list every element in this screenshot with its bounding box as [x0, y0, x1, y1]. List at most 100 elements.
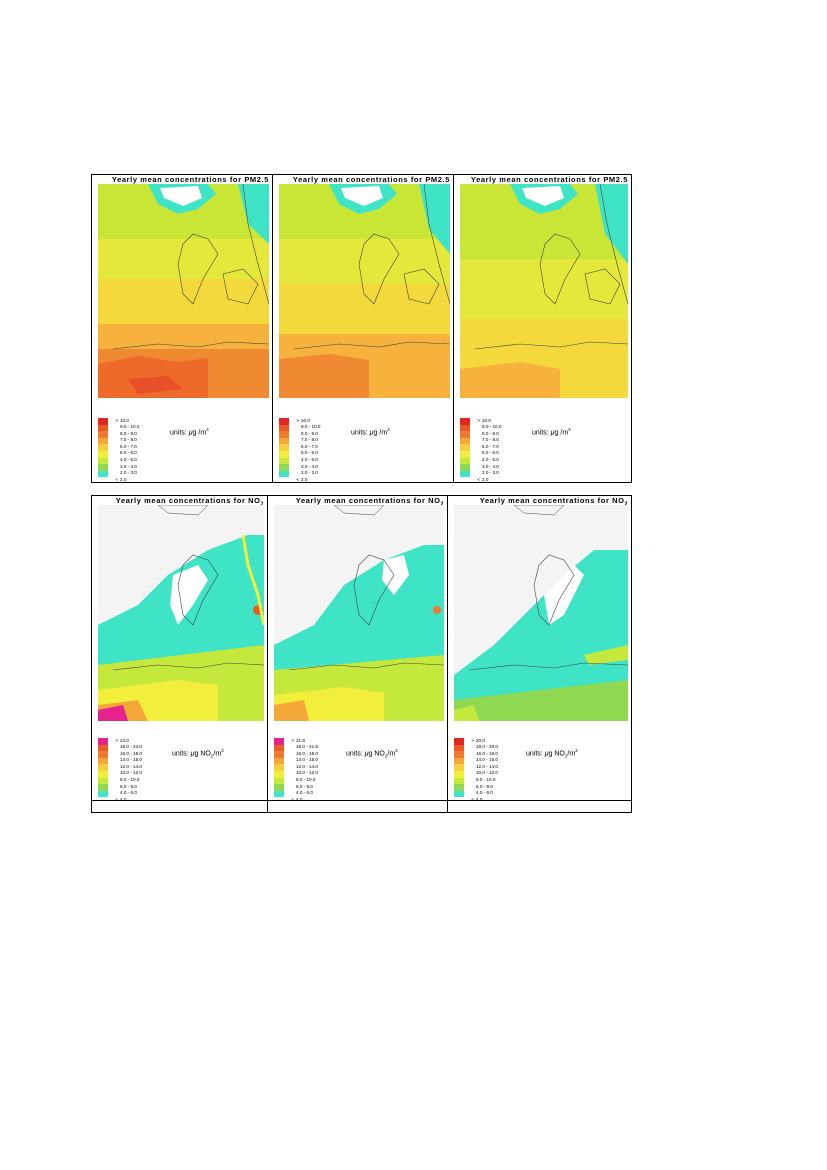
- legend-swatch: [274, 784, 284, 791]
- pm25-panel-1: Yearly mean concentrations for PM2.5: [91, 174, 273, 483]
- legend-label: 8.0 - 10.0: [476, 777, 496, 783]
- legend-swatch: [98, 444, 108, 451]
- legend-label: 2.0 - 3.0: [301, 470, 318, 476]
- legend-swatch: [454, 757, 464, 765]
- legend-swatch: [460, 431, 470, 438]
- units-label: units: μg /m3: [532, 427, 571, 437]
- legend-swatch: [460, 424, 470, 432]
- legend-label: 8.0 - 10.0: [296, 777, 316, 783]
- legend-swatch: [279, 431, 289, 438]
- legend-label: 12.0 - 14.0: [120, 763, 142, 769]
- legend-swatch: [279, 450, 289, 458]
- legend-label: 6.0 - 7.0: [482, 443, 499, 449]
- legend-label: 14.0 - 16.0: [296, 757, 318, 763]
- legend-label: 2.0: [120, 476, 127, 482]
- legend-label: 18.0 - 24.0: [120, 744, 142, 750]
- legend-swatch: [279, 418, 289, 425]
- legend-symbol: >: [477, 417, 480, 423]
- legend-swatch: [460, 470, 470, 478]
- legend-swatch: [98, 450, 108, 458]
- legend-swatch: [98, 744, 108, 752]
- legend-symbol: <: [115, 476, 118, 482]
- legend-swatch: [98, 784, 108, 791]
- legend-swatch: [274, 744, 284, 752]
- legend-swatch: [460, 418, 470, 425]
- legend-swatch: [98, 477, 108, 482]
- legend-label: 10.0: [301, 417, 310, 423]
- legend-label: 9.0 - 10.0: [482, 424, 502, 430]
- legend-label: 5.0 - 6.0: [301, 450, 318, 456]
- legend-label: 6.0 - 7.0: [301, 443, 318, 449]
- legend-swatch: [98, 757, 108, 765]
- legend-label: 4.0: [476, 796, 483, 801]
- panel-title: Yearly mean concentrations for NO2: [295, 496, 444, 508]
- legend-label: 18.0 - 21.8: [296, 744, 318, 750]
- legend-swatch: [98, 424, 108, 432]
- legend-swatch: [98, 790, 108, 798]
- legend-symbol: <: [471, 796, 474, 801]
- units-label: units: μg NO2/m3: [346, 748, 398, 759]
- legend-swatch: [98, 751, 108, 758]
- legend-swatch: [454, 764, 464, 771]
- legend-swatch: [98, 738, 108, 745]
- legend-swatch: [274, 797, 284, 800]
- legend-swatch: [279, 437, 289, 445]
- legend-swatch: [98, 464, 108, 471]
- legend-swatch: [274, 790, 284, 798]
- legend-swatch: [98, 418, 108, 425]
- legend-swatch: [274, 757, 284, 765]
- legend-swatch: [454, 777, 464, 785]
- legend-label: 2.0 - 3.0: [120, 470, 137, 476]
- legend-label: 4.0: [120, 796, 127, 801]
- legend-swatch: [460, 450, 470, 458]
- legend-symbol: >: [115, 737, 118, 743]
- no2-map-2: [274, 505, 444, 721]
- legend-swatch: [279, 457, 289, 465]
- pm25-panel-3: Yearly mean concentrations for PM2.5 >10…: [453, 174, 632, 483]
- legend-label: 6.0 - 8.0: [476, 783, 493, 789]
- pm25-map-3: [460, 184, 628, 398]
- legend-swatch: [454, 790, 464, 798]
- legend-symbol: <: [477, 476, 480, 482]
- legend-label: 4.0 - 6.0: [476, 790, 493, 796]
- no2-map-3: [454, 505, 628, 721]
- legend-swatch: [279, 464, 289, 471]
- legend-swatch: [98, 457, 108, 465]
- legend-label: 5.0 - 6.0: [120, 450, 137, 456]
- legend-label: 16.0 - 18.0: [120, 750, 142, 756]
- legend-label: 3.0 - 4.0: [120, 463, 137, 469]
- legend-swatch: [274, 764, 284, 771]
- legend-swatch: [274, 751, 284, 758]
- pm25-map-1: [98, 184, 269, 398]
- panel-title: Yearly mean concentrations for NO2: [115, 496, 264, 508]
- legend-label: 10.0 - 12.0: [120, 770, 142, 776]
- legend-swatch: [460, 464, 470, 471]
- legend-label: 10.0: [482, 417, 491, 423]
- legend-symbol: >: [471, 737, 474, 743]
- legend-label: 6.0 - 7.0: [120, 443, 137, 449]
- legend-swatch: [98, 777, 108, 785]
- caption-cell-3: [447, 800, 632, 813]
- figure-grid: Yearly mean concentrations for PM2.5: [91, 174, 632, 822]
- legend-label: 4.0 - 5.0: [482, 457, 499, 463]
- legend-label: 14.0 - 16.0: [120, 757, 142, 763]
- legend-label: 8.0 - 9.0: [301, 430, 318, 436]
- units-label: units: μg /m3: [170, 427, 209, 437]
- legend-swatch: [98, 470, 108, 478]
- legend-label: 4.0 - 6.0: [296, 790, 313, 796]
- legend-swatch: [98, 770, 108, 778]
- panel-title: Yearly mean concentrations for PM2.5: [292, 175, 450, 184]
- legend-label: 3.0 - 4.0: [482, 463, 499, 469]
- legend-label: 21.8: [296, 737, 305, 743]
- legend-label: 7.0 - 8.0: [120, 437, 137, 443]
- legend-label: 3.0 - 4.0: [301, 463, 318, 469]
- no2-panel-1: Yearly mean concentrations for NO2: [91, 495, 268, 801]
- legend-swatch: [454, 770, 464, 778]
- legend-swatch: [279, 470, 289, 478]
- pm25-row: Yearly mean concentrations for PM2.5: [91, 174, 632, 483]
- legend-label: 4.0 - 5.0: [120, 457, 137, 463]
- legend-label: 8.0 - 9.0: [482, 430, 499, 436]
- no2-row: Yearly mean concentrations for NO2: [91, 495, 632, 822]
- legend-label: 20.0: [476, 737, 485, 743]
- panel-title: Yearly mean concentrations for NO2: [479, 496, 628, 508]
